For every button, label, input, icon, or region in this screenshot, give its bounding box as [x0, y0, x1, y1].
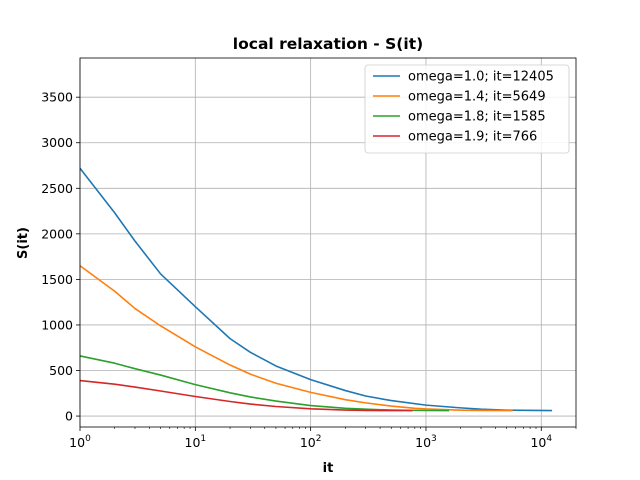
- series-layer: [79, 167, 553, 412]
- plot-area: [79, 57, 577, 428]
- y-tick-label: 1500: [41, 272, 73, 287]
- series-line-2: [79, 265, 513, 412]
- y-tick-label: 3000: [41, 135, 73, 150]
- legend-label-4: omega=1.9; it=766: [408, 130, 537, 145]
- legend: omega=1.0; it=12405 omega=1.4; it=5649 ome…: [364, 64, 570, 154]
- x-tick-label: 100: [69, 434, 91, 450]
- x-axis-label: it: [323, 461, 334, 476]
- y-tick-label: 2500: [41, 181, 73, 196]
- y-tick-label: 1000: [41, 317, 73, 332]
- chart-title: local relaxation - S(it): [233, 35, 423, 53]
- y-tick-label: 0: [65, 409, 73, 424]
- series-line-1: [79, 167, 553, 412]
- series-line-4: [79, 379, 413, 412]
- x-tick-label: 103: [415, 434, 437, 450]
- x-tick-label: 104: [530, 434, 552, 450]
- axis-ticks: 100 101 102 103 104 0 500 1000 1500 2000 2500 3000 3…: [41, 90, 577, 450]
- legend-label-3: omega=1.8; it=1585: [408, 110, 546, 125]
- x-tick-label: 102: [300, 434, 322, 450]
- y-axis-label: S(it): [16, 227, 31, 259]
- y-tick-label: 500: [49, 363, 73, 378]
- legend-label-2: omega=1.4; it=5649: [408, 90, 546, 105]
- series-line-3: [79, 355, 450, 412]
- y-tick-label: 2000: [41, 226, 73, 241]
- y-tick-label: 3500: [41, 90, 73, 105]
- legend-label-1: omega=1.0; it=12405: [408, 70, 554, 85]
- x-tick-label: 101: [185, 434, 207, 450]
- legend-box: [364, 64, 570, 154]
